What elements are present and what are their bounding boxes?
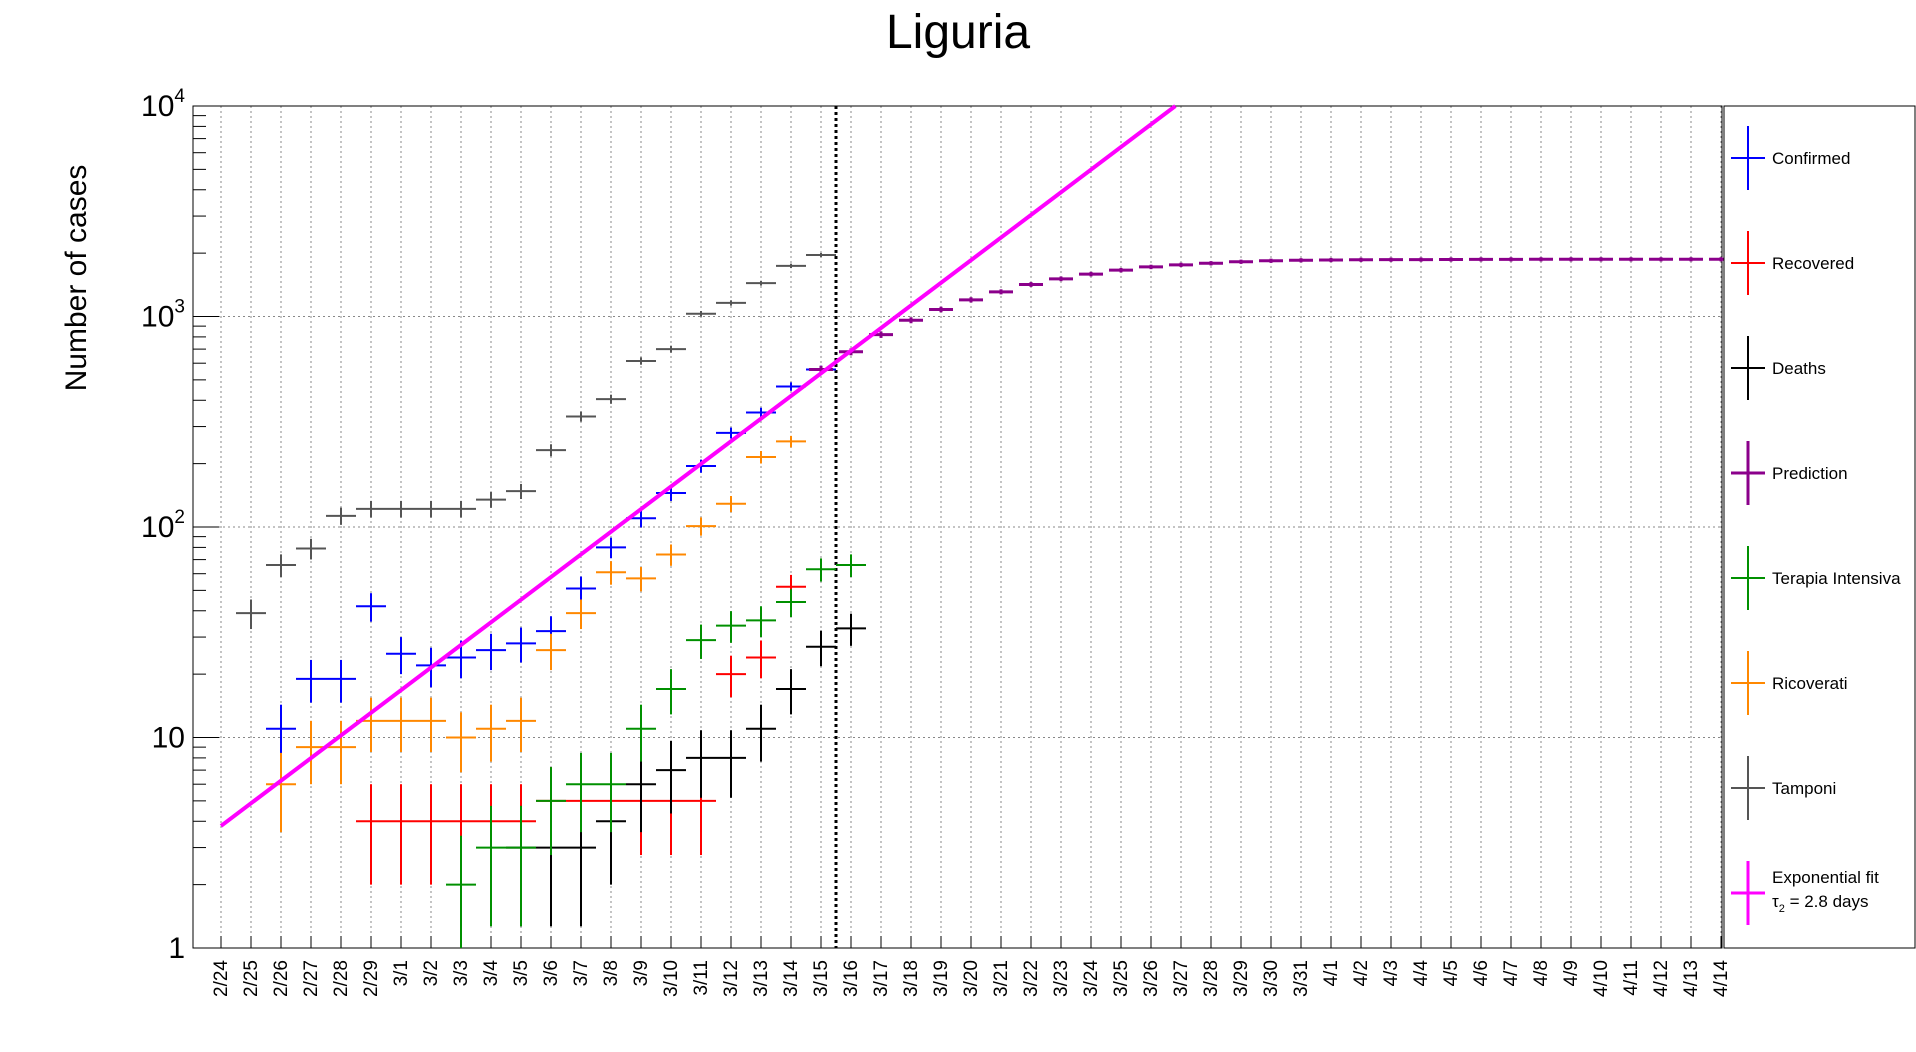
series-layer: [236, 252, 1733, 948]
legend-item-tamponi: Tamponi: [1731, 756, 1836, 820]
legend-item-ricoverati: Ricoverati: [1731, 651, 1848, 715]
x-tick-label: 3/14: [781, 960, 802, 997]
x-tick-label: 4/12: [1651, 960, 1672, 997]
legend: Confirmed Recovered Deaths Prediction Terapi…: [1723, 105, 1916, 949]
x-tick-label: 3/22: [1021, 960, 1042, 997]
x-tick-label: 4/10: [1591, 960, 1612, 997]
series-ricoverati: [266, 435, 806, 833]
x-tick-label: 3/17: [871, 960, 892, 997]
y-tick-label: 1: [168, 932, 185, 965]
legend-label: Deaths: [1772, 359, 1826, 378]
x-tick-label: 2/28: [331, 960, 352, 997]
legend-label: Confirmed: [1772, 149, 1850, 168]
exponential-fit-line: [219, 104, 1177, 828]
series-tamponi: [236, 252, 836, 630]
x-tick-label: 3/18: [901, 960, 922, 997]
x-tick-label: 3/13: [751, 960, 772, 997]
y-tick-label: 104: [141, 86, 185, 123]
legend-label: Recovered: [1772, 254, 1854, 273]
legend-item-exponential-fit: Exponential fit τ2 = 2.8 days: [1731, 861, 1879, 925]
x-tick-label: 3/16: [841, 960, 862, 997]
x-tick-label: 3/12: [721, 960, 742, 997]
legend-box: [1723, 105, 1916, 949]
legend-label: Ricoverati: [1772, 674, 1848, 693]
x-tick-label: 3/6: [541, 960, 562, 986]
x-tick-label: 4/13: [1681, 960, 1702, 997]
x-tick-label: 3/3: [451, 960, 472, 986]
x-tick-label: 3/24: [1081, 960, 1102, 997]
x-tick-label: 4/1: [1321, 960, 1342, 986]
x-tick-label: 3/7: [571, 960, 592, 986]
x-tick-label: 3/25: [1111, 960, 1132, 997]
legend-item-recovered: Recovered: [1731, 231, 1854, 295]
x-tick-label: 3/9: [631, 960, 652, 986]
legend-label: Prediction: [1772, 464, 1848, 483]
series-deaths: [506, 613, 866, 927]
x-tick-label: 3/10: [661, 960, 682, 997]
y-tick-label: 102: [141, 507, 185, 544]
x-tick-label: 3/15: [811, 960, 832, 997]
legend-label: Exponential fit: [1772, 868, 1879, 887]
x-tick-label: 2/24: [211, 960, 232, 997]
x-tick-label: 3/26: [1141, 960, 1162, 997]
x-tick-label: 2/25: [241, 960, 262, 997]
x-tick-label: 3/21: [991, 960, 1012, 997]
x-axis: 2/24 2/25 2/26 2/27 2/28 2/29 3/1 3/2 3/3 3/4 3/5 3…: [211, 936, 1732, 997]
y-tick-label: 103: [141, 297, 185, 334]
legend-item-deaths: Deaths: [1731, 336, 1826, 400]
x-tick-label: 4/6: [1471, 960, 1492, 986]
series-prediction: [809, 257, 1733, 374]
x-tick-label: 3/5: [511, 960, 532, 986]
legend-label: Tamponi: [1772, 779, 1836, 798]
x-tick-label: 2/29: [361, 960, 382, 997]
x-tick-label: 4/11: [1621, 960, 1642, 996]
y-tick-label: 10: [152, 722, 185, 755]
x-tick-label: 3/19: [931, 960, 952, 997]
x-tick-label: 4/3: [1381, 960, 1402, 986]
x-tick-label: 4/7: [1501, 960, 1522, 986]
x-tick-label: 2/27: [301, 960, 322, 997]
fit-layer: [219, 104, 1177, 828]
legend-label: Terapia Intensiva: [1772, 569, 1901, 588]
legend-sublabel: τ2 = 2.8 days: [1772, 892, 1868, 915]
series-terapia-intensiva: [446, 554, 866, 948]
x-tick-label: 3/11: [691, 960, 712, 996]
x-tick-label: 3/20: [961, 960, 982, 997]
chart-title: Liguria: [886, 6, 1030, 59]
x-tick-label: 3/29: [1231, 960, 1252, 997]
y-axis-label: Number of cases: [60, 165, 93, 392]
x-tick-label: 3/8: [601, 960, 622, 986]
x-tick-label: 4/9: [1561, 960, 1582, 986]
x-tick-label: 4/8: [1531, 960, 1552, 986]
x-tick-label: 4/4: [1411, 960, 1432, 987]
x-tick-label: 3/31: [1291, 960, 1312, 997]
x-tick-label: 2/26: [271, 960, 292, 997]
x-tick-label: 3/2: [421, 960, 442, 986]
legend-item-confirmed: Confirmed: [1731, 126, 1850, 190]
x-tick-label: 4/2: [1351, 960, 1372, 986]
x-tick-label: 3/4: [481, 960, 502, 987]
y-axis: 1 10 102 103 104: [141, 86, 219, 965]
x-tick-label: 3/27: [1171, 960, 1192, 997]
x-tick-label: 4/5: [1441, 960, 1462, 986]
legend-item-prediction: Prediction: [1731, 441, 1848, 505]
x-tick-label: 3/28: [1201, 960, 1222, 997]
x-tick-label: 3/23: [1051, 960, 1072, 997]
x-tick-label: 3/1: [391, 960, 412, 986]
legend-item-terapia-intensiva: Terapia Intensiva: [1731, 546, 1901, 610]
x-tick-label: 4/14: [1711, 960, 1732, 997]
x-tick-label: 3/30: [1261, 960, 1282, 997]
